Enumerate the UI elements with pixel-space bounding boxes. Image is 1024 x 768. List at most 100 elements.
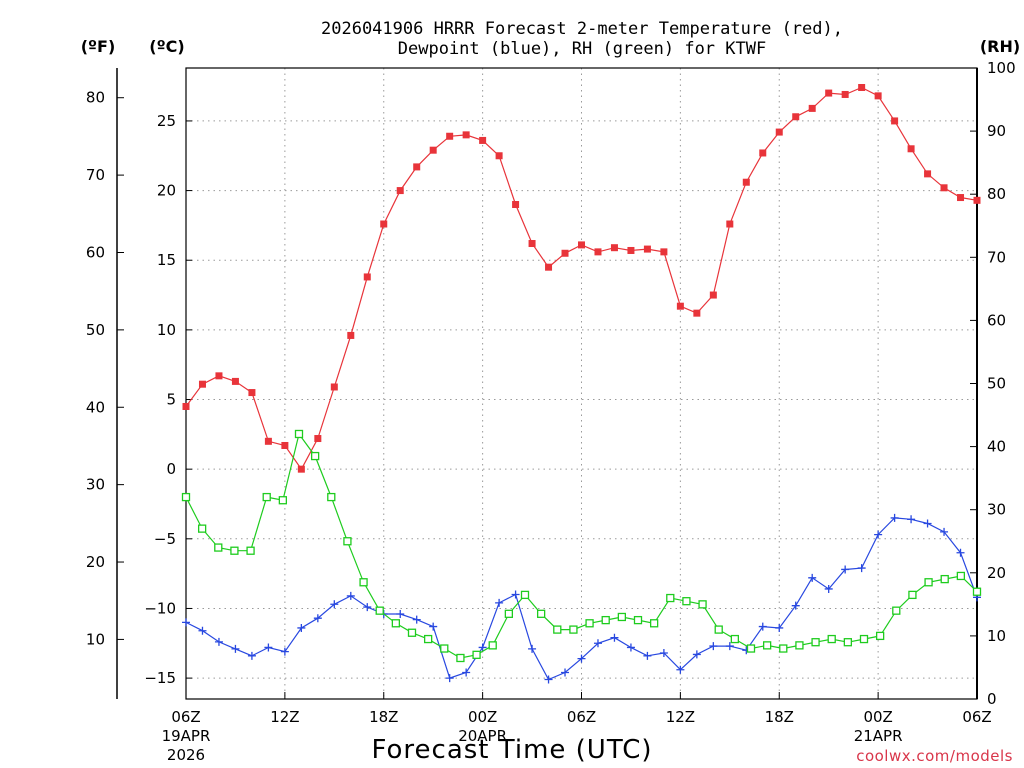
rh-point (391, 619, 401, 628)
unit-fahrenheit-label: (ºF) (81, 37, 116, 56)
rh-tick-label: 0 (987, 690, 997, 708)
celsius-tick-label: 20 (157, 182, 176, 200)
2-meter-temperature-point (462, 131, 470, 139)
rh-tick-label: 10 (987, 627, 1006, 645)
2-meter-temperature-point (891, 117, 899, 125)
2-meter-temperature-point (413, 163, 421, 171)
rh-point (827, 634, 836, 644)
2-meter-temperature-point (676, 302, 684, 310)
2-meter-temperature-point (775, 128, 783, 136)
2-meter-temperature-point (446, 132, 454, 140)
2-meter-temperature-point (594, 248, 602, 256)
dewpoint-point (247, 651, 256, 660)
dewpoint-point (528, 644, 537, 653)
time-tick-label: 06Z (171, 708, 200, 726)
dewpoint-point (280, 647, 289, 656)
dewpoint-point (396, 610, 405, 619)
dewpoint-point (791, 601, 800, 610)
rh-point (585, 619, 594, 628)
celsius-tick-label: −5 (154, 530, 176, 548)
rh-point (343, 537, 352, 546)
rh-point (214, 543, 223, 552)
rh-tick-label: 80 (987, 185, 1006, 203)
rh-point (536, 609, 546, 618)
2-meter-temperature-point (479, 136, 487, 144)
dewpoint-point (561, 668, 570, 677)
rh-point (472, 650, 481, 659)
date-label: 20APR (458, 727, 507, 745)
celsius-axis: −15 −10 −5 0 5 10 15 20 25 (144, 112, 192, 687)
dewpoint-point (577, 654, 586, 663)
x-axis-label: Forecast Time (UTC) (371, 735, 652, 765)
2-meter-temperature-point (924, 170, 932, 178)
rh-point (181, 492, 191, 502)
dewpoint-point (313, 614, 322, 623)
2-meter-temperature-point (248, 389, 256, 397)
2-meter-temperature-point (495, 152, 503, 160)
rh-point (294, 429, 304, 439)
2-meter-temperature-point (231, 377, 239, 385)
rh-tick-label: 100 (987, 59, 1016, 77)
rh-tick-label: 40 (987, 438, 1006, 456)
rh-point (553, 625, 562, 634)
time-tick-label: 06Z (962, 708, 991, 726)
dewpoint-point (956, 548, 965, 557)
rh-point (440, 644, 449, 653)
rh-point (956, 571, 966, 581)
2-meter-temperature-point (264, 437, 272, 445)
celsius-tick-label: −15 (144, 669, 176, 687)
year-label: 2026 (167, 746, 205, 764)
rh-point (972, 587, 982, 596)
unit-celsius-label: (ºC) (149, 37, 184, 56)
celsius-tick-label: 15 (157, 251, 176, 269)
dewpoint-point (758, 622, 767, 631)
rh-point (601, 615, 610, 625)
fahrenheit-tick-label: 60 (86, 243, 105, 261)
dewpoint-point (297, 623, 306, 632)
dewpoint-point (462, 668, 471, 677)
dewpoint-point (330, 600, 339, 609)
rh-point (327, 492, 336, 502)
dewpoint-point (725, 642, 734, 651)
dewpoint-point (841, 565, 850, 574)
rh-tick-label: 90 (987, 122, 1006, 140)
data-series (181, 84, 982, 684)
2-meter-temperature-point (380, 220, 388, 228)
dewpoint-point (659, 649, 668, 658)
fahrenheit-tick-label: 70 (86, 166, 105, 184)
rh-point (375, 606, 384, 615)
2-meter-temperature-point (330, 383, 338, 391)
dewpoint-point (495, 598, 504, 607)
dewpoint-point (626, 643, 635, 652)
celsius-tick-label: 0 (166, 460, 176, 478)
dewpoint-point (429, 622, 438, 631)
rh-point (811, 638, 820, 647)
dewpoint-point (593, 639, 602, 648)
time-tick-label: 00Z (468, 708, 497, 726)
time-tick-label: 18Z (765, 708, 794, 726)
rh-point (569, 625, 578, 634)
rh-point (730, 634, 740, 644)
2-meter-temperature-point (363, 273, 371, 281)
rh-tick-label: 60 (987, 311, 1006, 329)
2-meter-temperature-point (429, 146, 437, 154)
time-tick-label: 18Z (369, 708, 398, 726)
fahrenheit-tick-label: 30 (86, 476, 105, 494)
rh-point (924, 578, 933, 587)
2-meter-temperature-point (940, 184, 948, 192)
date-label: 19APR (162, 727, 211, 745)
time-tick-label: 00Z (863, 708, 892, 726)
dewpoint-point (511, 590, 520, 599)
rh-point (407, 628, 417, 637)
rh-point (859, 634, 869, 644)
dewpoint-point (676, 665, 685, 674)
2-meter-temperature-point (545, 263, 553, 271)
fahrenheit-axis: 10 20 30 40 50 60 70 80 (86, 68, 124, 699)
rh-tick-label: 70 (987, 248, 1006, 266)
dewpoint-point (923, 519, 932, 528)
2-meter-temperature-point (907, 145, 915, 153)
2-meter-temperature-point (693, 309, 701, 317)
rh-tick-label: 30 (987, 501, 1006, 519)
2-meter-temperature-point (759, 149, 767, 157)
